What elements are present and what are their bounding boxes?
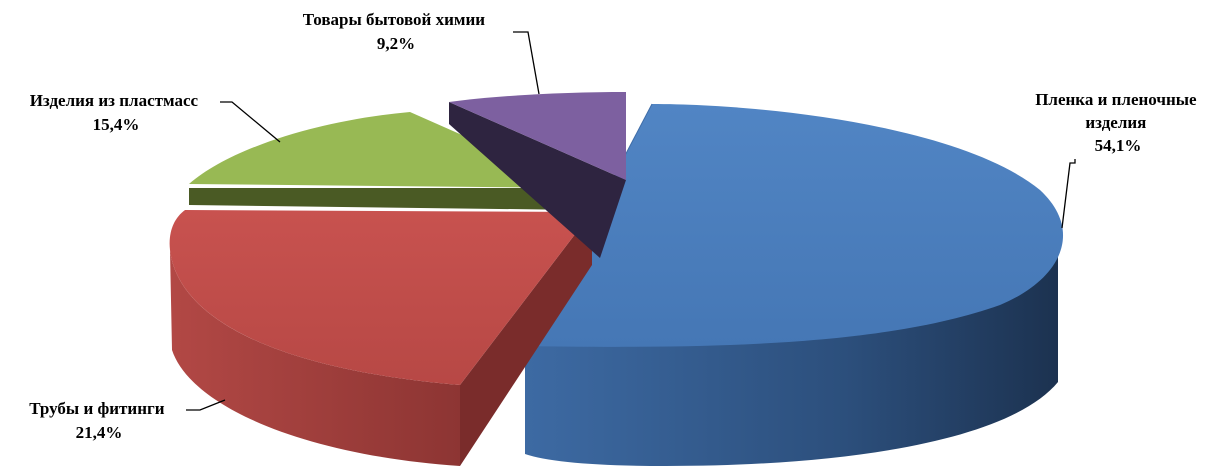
label-plenka: Пленка и пленочные изделия 54,1% <box>1035 90 1201 155</box>
leader-izdeliya <box>220 101 281 143</box>
label-truby-value: 21,4% <box>76 423 123 442</box>
slice-izdeliya-top <box>189 112 582 188</box>
slice-izdeliya <box>189 112 582 210</box>
slice-tovary-top <box>449 92 626 180</box>
label-izdeliya-name: Изделия из пластмасс <box>30 91 199 110</box>
slice-truby-face <box>460 212 592 466</box>
label-truby-name: Трубы и фитинги <box>29 399 164 418</box>
label-plenka-value: 54,1% <box>1095 136 1142 155</box>
slice-tovary <box>449 92 626 258</box>
slice-truby-top <box>169 210 592 385</box>
slice-izdeliya-side <box>189 188 582 210</box>
slice-truby <box>169 210 592 466</box>
slice-plenka-top <box>525 104 1064 347</box>
label-plenka-line2: изделия <box>1085 113 1146 132</box>
leader-truby <box>186 399 226 411</box>
label-izdeliya: Изделия из пластмасс 15,4% <box>30 91 203 134</box>
slice-tovary-face <box>449 102 626 258</box>
slice-truby-side <box>170 250 460 466</box>
slice-plenka-side <box>525 232 1058 466</box>
leader-tovary <box>513 31 540 95</box>
label-izdeliya-value: 15,4% <box>93 115 140 134</box>
label-tovary-name: Товары бытовой химии <box>303 10 486 29</box>
label-tovary: Товары бытовой химии 9,2% <box>303 10 490 53</box>
label-truby: Трубы и фитинги 21,4% <box>29 399 169 442</box>
label-plenka-line1: Пленка и пленочные <box>1035 90 1197 109</box>
label-tovary-value: 9,2% <box>377 34 415 53</box>
leader-plenka <box>1061 159 1076 229</box>
